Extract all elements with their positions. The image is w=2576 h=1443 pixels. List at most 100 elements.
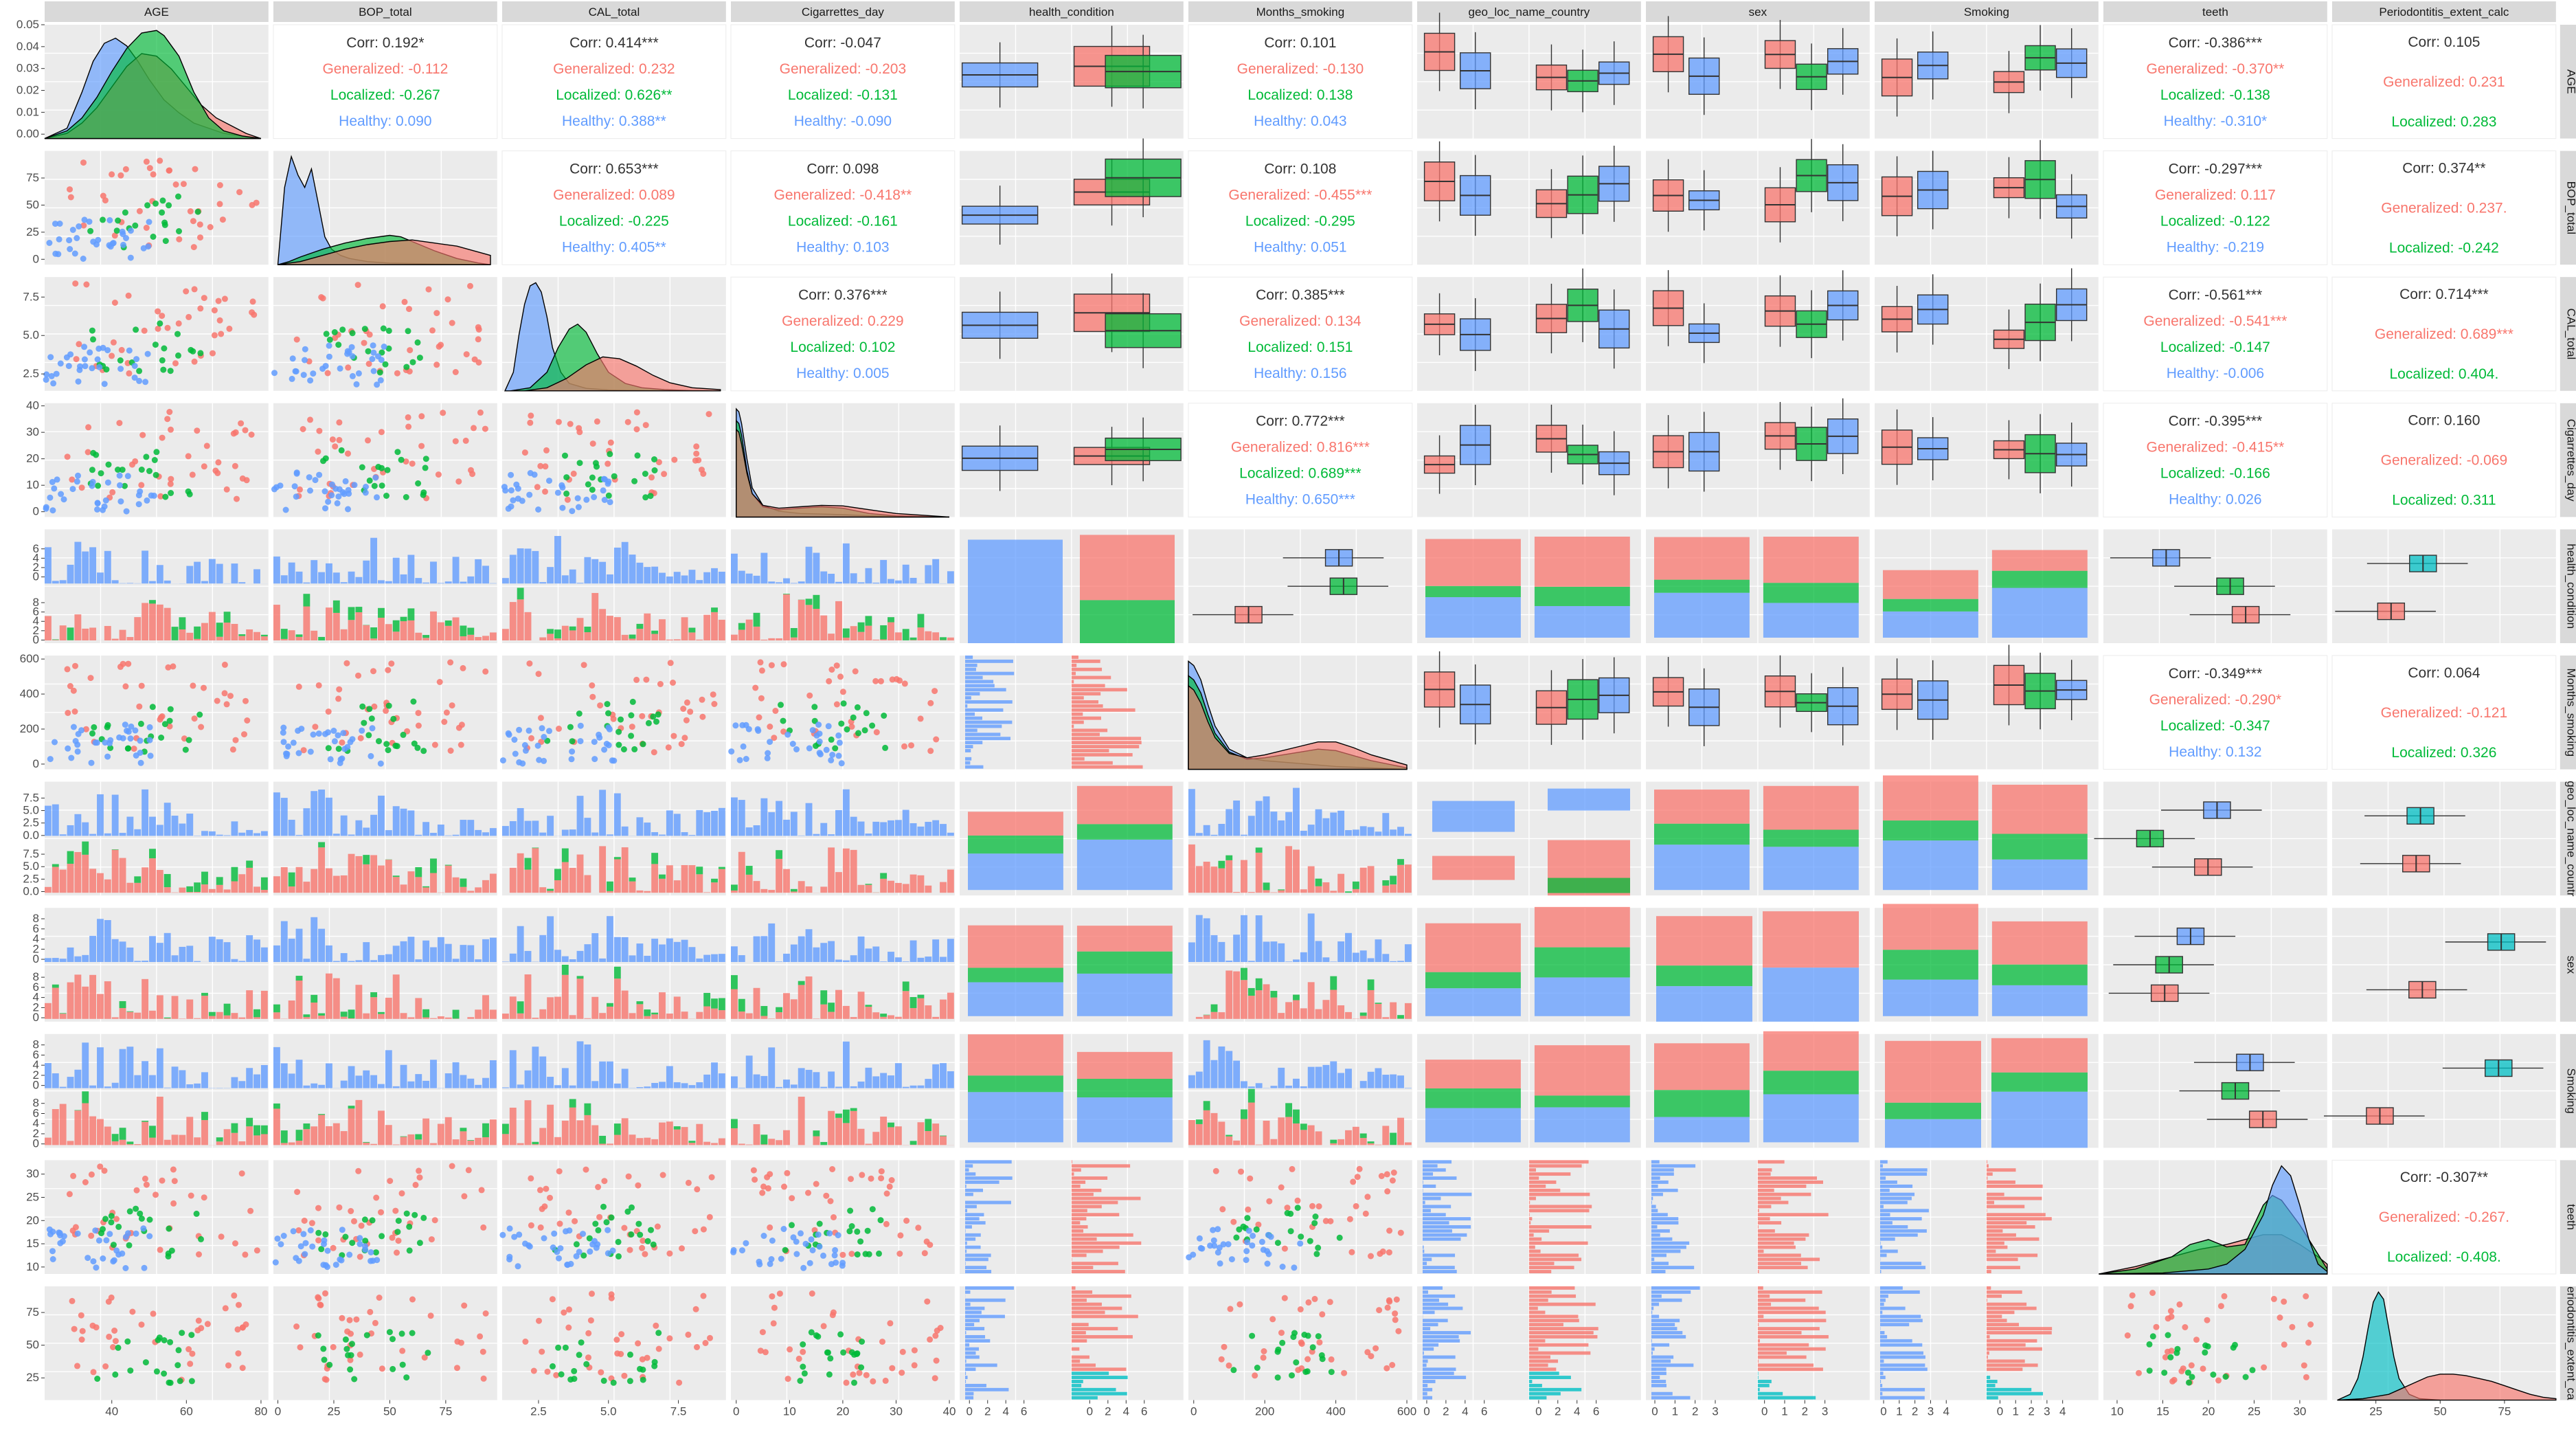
scatter-point bbox=[278, 1241, 284, 1248]
scatter-point bbox=[131, 363, 138, 369]
scatter-point bbox=[235, 1350, 242, 1357]
histogram-bar bbox=[156, 995, 163, 1019]
histogram-bar bbox=[482, 1137, 489, 1145]
histogram-bar bbox=[651, 566, 659, 584]
histogram-bar bbox=[149, 1075, 156, 1088]
row-strip-label: sex bbox=[2564, 956, 2576, 974]
histogram-bar bbox=[888, 622, 894, 640]
scatter-point bbox=[1233, 1234, 1240, 1241]
histogram-bar bbox=[517, 548, 524, 584]
histogram-bar bbox=[872, 1012, 880, 1019]
histogram-bar bbox=[407, 620, 415, 640]
scatter-point bbox=[369, 356, 376, 362]
histogram-bar bbox=[965, 1396, 974, 1400]
scatter-point bbox=[316, 427, 323, 434]
histogram-bar bbox=[444, 625, 452, 640]
histogram-bar bbox=[965, 1286, 1014, 1290]
scatter-point bbox=[555, 1344, 562, 1351]
scatter-point bbox=[161, 345, 168, 352]
histogram-bar bbox=[1423, 1380, 1436, 1383]
scatter-point bbox=[392, 1207, 399, 1214]
correlation-label: Healthy: -0.219 bbox=[2167, 239, 2264, 255]
stacked-bar bbox=[1763, 537, 1859, 583]
scatter-point bbox=[394, 449, 401, 456]
histogram-bar bbox=[1986, 1168, 2016, 1172]
histogram-bar bbox=[1651, 1164, 1696, 1168]
scatter-point bbox=[771, 1304, 778, 1311]
histogram-bar bbox=[430, 873, 437, 893]
histogram-bar bbox=[644, 567, 651, 584]
histogram-bar bbox=[576, 854, 584, 893]
density-curve bbox=[736, 427, 950, 518]
histogram-bar bbox=[1880, 1359, 1884, 1363]
histogram-bar bbox=[1345, 1130, 1352, 1145]
scatter-point bbox=[89, 365, 95, 372]
histogram-bar bbox=[965, 1221, 986, 1225]
row-strip-bg bbox=[2560, 1033, 2576, 1148]
histogram-bar bbox=[783, 1130, 790, 1145]
histogram-bar bbox=[940, 999, 947, 1019]
panel bbox=[1417, 12, 1641, 139]
histogram-bar bbox=[201, 1120, 208, 1145]
scatter-point bbox=[435, 471, 442, 478]
histogram-bar bbox=[67, 982, 74, 1019]
scatter-point bbox=[226, 325, 233, 332]
scatter-point bbox=[1289, 1165, 1296, 1172]
histogram-bar bbox=[370, 997, 378, 1019]
histogram-bar bbox=[318, 1015, 326, 1019]
scatter-point bbox=[896, 1251, 903, 1257]
scatter-point bbox=[2182, 1324, 2189, 1330]
histogram-bar bbox=[444, 1117, 452, 1145]
correlation-label: Healthy: 0.405** bbox=[562, 239, 666, 255]
histogram-bar bbox=[1528, 1339, 1546, 1343]
panel bbox=[2332, 908, 2556, 1022]
scatter-point bbox=[1354, 1174, 1361, 1181]
scatter-point bbox=[65, 710, 71, 716]
column-strip-label: sex bbox=[1749, 5, 1767, 19]
histogram-bar bbox=[370, 814, 378, 836]
scatter-point bbox=[931, 688, 938, 695]
scatter-point bbox=[295, 683, 302, 690]
scatter-point bbox=[563, 490, 570, 497]
histogram-bar bbox=[1880, 1176, 1886, 1180]
density-curve bbox=[2099, 1165, 2328, 1275]
scatter-point bbox=[515, 485, 521, 492]
histogram-bar bbox=[1071, 728, 1108, 732]
histogram-bar bbox=[965, 1160, 1012, 1164]
histogram-bar bbox=[965, 1387, 1009, 1391]
scatter-point bbox=[635, 1182, 642, 1189]
histogram-bar bbox=[1757, 1359, 1759, 1363]
histogram-bar bbox=[835, 989, 842, 1019]
scatter-point bbox=[168, 490, 174, 496]
histogram-bar bbox=[636, 1004, 644, 1019]
scatter-point bbox=[857, 1238, 864, 1245]
histogram-bar bbox=[156, 825, 163, 836]
scatter-point bbox=[469, 471, 476, 478]
histogram-bar bbox=[1247, 996, 1255, 1019]
histogram-bar bbox=[659, 878, 666, 893]
scatter-point bbox=[406, 1223, 413, 1230]
histogram-bar bbox=[1423, 1209, 1431, 1213]
histogram-bar bbox=[400, 808, 407, 836]
scatter-point bbox=[67, 351, 74, 358]
histogram-bar bbox=[1757, 1233, 1809, 1237]
histogram-bar bbox=[1986, 1331, 2052, 1334]
scatter-point bbox=[94, 500, 101, 506]
histogram-bar bbox=[1880, 1217, 1922, 1221]
histogram-bar bbox=[502, 1014, 509, 1019]
scatter-point bbox=[569, 508, 576, 515]
correlation-bg bbox=[2331, 276, 2557, 392]
histogram-bar bbox=[718, 1010, 725, 1019]
scatter-point bbox=[1216, 1244, 1223, 1251]
histogram-bar bbox=[1528, 1380, 1533, 1383]
scatter-point bbox=[102, 497, 109, 504]
histogram-bar bbox=[1651, 1343, 1670, 1347]
scatter-point bbox=[297, 1243, 304, 1250]
scatter-point bbox=[238, 420, 245, 427]
histogram-bar bbox=[925, 957, 932, 962]
histogram-bar bbox=[965, 765, 984, 769]
histogram-bar bbox=[850, 1108, 857, 1111]
histogram-bar bbox=[857, 992, 865, 1019]
scatter-point bbox=[461, 1302, 468, 1309]
scatter-point bbox=[876, 1250, 882, 1257]
